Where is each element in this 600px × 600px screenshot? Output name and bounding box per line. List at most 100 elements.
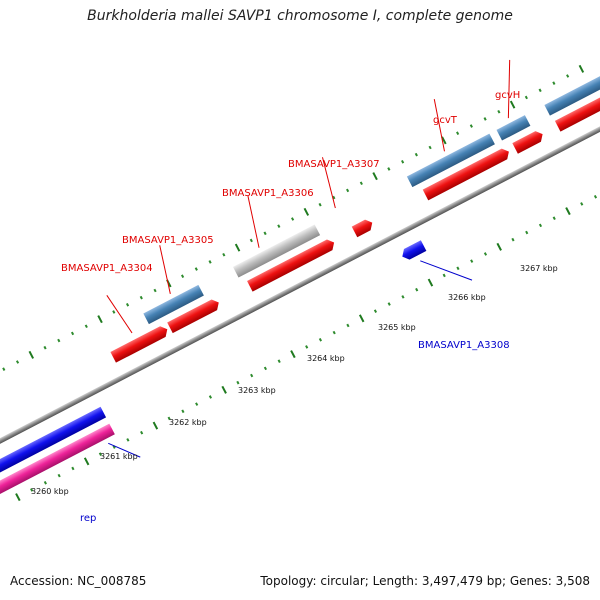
kbp-label-3261: 3261 kbp (100, 452, 138, 461)
tick-mark-inner (415, 287, 419, 292)
tick-mark-outer (28, 350, 35, 359)
tick-mark-inner (470, 259, 474, 263)
gene-label-bmasavp1-a3307[interactable]: BMASAVP1_A3307 (288, 159, 380, 170)
tick-mark-inner (373, 309, 378, 313)
tick-mark-outer (428, 145, 432, 150)
tick-mark-outer (153, 288, 157, 293)
leader-bmasavp1-a3308 (420, 260, 473, 281)
tick-mark-outer (263, 231, 267, 236)
cds-bmasavp1-a3308 (402, 240, 427, 260)
gene-bmasavp1-a3305 (143, 284, 204, 325)
tick-mark-inner (140, 430, 144, 435)
tick-mark-outer (249, 238, 253, 243)
tick-mark-outer (456, 131, 460, 135)
tick-mark-inner (71, 466, 75, 471)
tick-mark-outer (2, 367, 6, 371)
tick-mark-inner (318, 337, 323, 342)
kbp-label-3265: 3265 kbp (378, 323, 416, 332)
tick-mark-outer (318, 202, 322, 207)
kbp-label-3260: 3260 kbp (31, 487, 69, 496)
tick-mark-inner (427, 278, 434, 287)
cds-next (554, 93, 600, 132)
tick-mark-outer (139, 295, 143, 300)
tick-mark-inner (580, 202, 584, 206)
tick-mark-inner (593, 194, 598, 199)
tick-mark-outer (97, 315, 103, 324)
tick-mark-inner (565, 207, 571, 216)
leader-gcvt (433, 99, 445, 152)
tick-mark-inner (15, 493, 21, 502)
tick-mark-outer (70, 331, 75, 336)
tick-mark-outer (208, 260, 212, 264)
cds-bmasavp1-a3304 (110, 326, 168, 363)
accession-text: Accession: NC_008785 (10, 574, 147, 588)
tick-mark-inner (43, 480, 47, 485)
tick-mark-outer (387, 167, 391, 171)
tick-mark-inner (538, 223, 543, 228)
tick-mark-inner (167, 416, 171, 421)
tick-mark-outer (372, 172, 378, 181)
tick-mark-outer (524, 95, 528, 100)
gene-gcvh (496, 115, 531, 141)
tick-mark-outer (112, 310, 116, 314)
tick-mark-inner (250, 373, 254, 378)
cds-gcvh (512, 131, 543, 154)
gene-label-gcvt[interactable]: gcvT (433, 115, 458, 126)
gene-label-bmasavp1-a3305[interactable]: BMASAVP1_A3305 (122, 235, 214, 246)
map-title: Burkholderia mallei SAVP1 chromosome I, … (87, 8, 513, 24)
gene-label-bmasavp1-a3308[interactable]: BMASAVP1_A3308 (418, 340, 510, 351)
tick-mark-inner (442, 273, 446, 278)
kbp-label-3262: 3262 kbp (169, 418, 207, 427)
genome-summary-text: Topology: circular; Length: 3,497,479 bp… (260, 574, 590, 588)
tick-mark-inner (496, 242, 502, 251)
tick-mark-inner (208, 395, 212, 399)
tick-mark-inner (358, 314, 365, 323)
tick-mark-outer (359, 181, 363, 186)
tick-mark-inner (98, 452, 102, 456)
cds-bmasavp1-a3305 (167, 299, 219, 334)
gene-label-rep[interactable]: rep (80, 513, 96, 524)
tick-mark-outer (194, 267, 198, 271)
tick-mark-outer (414, 152, 418, 157)
kbp-label-3264: 3264 kbp (307, 354, 345, 363)
tick-mark-outer (483, 117, 487, 121)
kbp-label-3266: 3266 kbp (448, 293, 486, 302)
gene-gcvt (406, 133, 495, 188)
tick-mark-outer (43, 345, 47, 350)
tick-mark-inner (401, 295, 405, 299)
tick-mark-outer (401, 160, 405, 164)
tick-mark-inner (221, 385, 227, 394)
tick-mark-inner (83, 457, 90, 466)
tick-mark-outer (234, 243, 241, 252)
tick-row-inner (15, 194, 598, 502)
tick-mark-inner (181, 409, 185, 414)
tick-mark-outer (125, 303, 130, 307)
gene-bmasavp1-a3306 (232, 224, 321, 278)
leader-rep (108, 442, 141, 458)
cds-rep (0, 423, 115, 506)
gene-label-gcvh[interactable]: gcvH (495, 90, 520, 101)
cds-gcvt (422, 148, 509, 201)
tick-mark-inner (277, 359, 281, 364)
tick-mark-inner (195, 402, 199, 406)
tick-mark-outer (277, 224, 281, 228)
tick-mark-inner (332, 330, 336, 335)
tick-mark-inner (57, 473, 61, 478)
tick-mark-outer (346, 188, 350, 193)
tick-mark-inner (305, 345, 309, 349)
tick-mark-inner (511, 237, 515, 242)
leader-bmasavp1-a3304 (106, 295, 133, 334)
leader-bmasavp1-a3306 (247, 195, 260, 248)
gene-label-bmasavp1-a3306[interactable]: BMASAVP1_A3306 (222, 188, 314, 199)
gene-label-bmasavp1-a3304[interactable]: BMASAVP1_A3304 (61, 263, 153, 274)
tick-mark-inner (263, 366, 268, 371)
tick-mark-inner (525, 230, 529, 235)
tick-mark-outer (303, 207, 310, 216)
tick-mark-outer (509, 100, 516, 109)
kbp-label-3263: 3263 kbp (238, 386, 276, 395)
tick-mark-outer (222, 252, 226, 257)
tick-mark-inner (290, 350, 296, 359)
tick-mark-outer (84, 324, 88, 329)
gene-rep (0, 406, 107, 489)
